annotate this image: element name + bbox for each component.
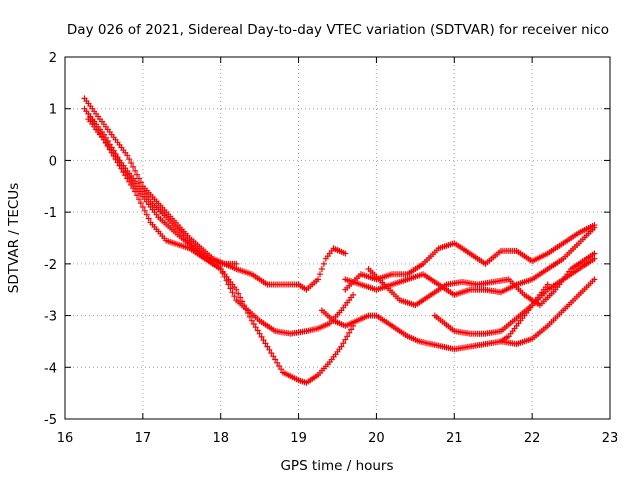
x-tick-label: 22: [524, 431, 541, 446]
x-tick-label: 16: [57, 431, 74, 446]
sat-track-5-markers: [318, 276, 598, 353]
sat-track-7-markers: [342, 222, 598, 293]
y-tick-label: -4: [44, 361, 57, 376]
chart-title: Day 026 of 2021, Sidereal Day-to-day VTE…: [67, 22, 609, 38]
x-tick-label: 18: [212, 431, 229, 446]
sat-track-4-markers: [85, 116, 240, 267]
sat-track-8: [365, 250, 598, 309]
sat-track-5: [318, 276, 598, 353]
x-tick-label: 20: [368, 431, 385, 446]
y-tick-label: -2: [44, 258, 57, 273]
sat-track-8-markers: [365, 250, 598, 309]
x-tick-labels: 16 17 18 19 20 21 22 23: [57, 431, 619, 446]
sat-track-2-markers: [81, 105, 357, 337]
x-tick-label: 17: [135, 431, 152, 446]
x-tick-label: 23: [602, 431, 619, 446]
data-series: [81, 95, 598, 386]
sat-track-10: [498, 281, 551, 345]
x-axis-label: GPS time / hours: [280, 458, 393, 474]
y-axis-label: SDTVAR / TECUs: [6, 183, 22, 293]
y-tick-labels: 2 1 0 -1 -2 -3 -4 -5: [44, 51, 57, 428]
plot-frame: [64, 56, 611, 420]
sat-track-2: [81, 105, 357, 337]
sat-track-6-markers: [342, 224, 598, 298]
y-tick-label: -1: [44, 206, 57, 221]
y-tick-label: -3: [44, 310, 57, 325]
tick-marks: [64, 56, 611, 420]
y-tick-label: 1: [49, 103, 57, 118]
sat-track-7: [342, 222, 598, 293]
sat-track-10-markers: [498, 281, 551, 345]
grid-lines: [65, 57, 610, 419]
sat-track-4: [85, 116, 240, 267]
y-tick-label: 2: [49, 51, 57, 66]
x-tick-label: 19: [290, 431, 307, 446]
y-tick-label: 0: [49, 154, 57, 169]
x-tick-label: 21: [446, 431, 463, 446]
sat-track-6: [342, 224, 598, 298]
y-tick-label: -5: [44, 413, 57, 428]
